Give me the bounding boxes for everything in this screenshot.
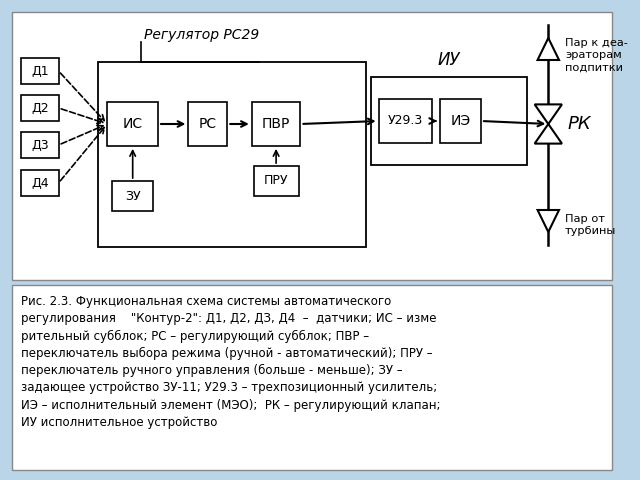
Text: ИУ: ИУ: [438, 51, 460, 69]
Text: Д1: Д1: [31, 64, 49, 77]
Text: РК: РК: [568, 115, 591, 133]
Bar: [22, 95, 58, 121]
Bar: [12, 12, 612, 280]
Bar: [22, 58, 58, 84]
Polygon shape: [538, 210, 559, 232]
Text: ИЭ: ИЭ: [451, 114, 470, 128]
Text: ПРУ: ПРУ: [264, 175, 289, 188]
Bar: [112, 181, 153, 211]
Bar: [252, 102, 301, 146]
Bar: [22, 170, 58, 196]
Polygon shape: [534, 104, 562, 124]
Text: Д2: Д2: [31, 101, 49, 115]
Polygon shape: [538, 38, 559, 60]
Bar: [371, 77, 527, 165]
Text: Д4: Д4: [31, 177, 49, 190]
Bar: [440, 99, 481, 143]
Bar: [253, 166, 298, 196]
Text: Пар от
турбины: Пар от турбины: [565, 214, 616, 237]
Text: Пар к деа-
эраторам
подпитки: Пар к деа- эраторам подпитки: [565, 38, 628, 73]
Text: Д3: Д3: [31, 139, 49, 152]
Bar: [108, 102, 158, 146]
Bar: [188, 102, 227, 146]
Bar: [12, 285, 612, 470]
Text: Регулятор РС29: Регулятор РС29: [145, 28, 260, 42]
Text: Рис. 2.3. Функциональная схема системы автоматического
регулирования    "Контур-: Рис. 2.3. Функциональная схема системы а…: [22, 295, 441, 429]
Bar: [22, 132, 58, 158]
Text: ПВР: ПВР: [262, 117, 291, 131]
Bar: [378, 99, 432, 143]
Bar: [97, 62, 366, 247]
Text: У29.3: У29.3: [388, 115, 423, 128]
Text: РС: РС: [199, 117, 217, 131]
Polygon shape: [534, 124, 562, 144]
Text: ЗУ: ЗУ: [125, 190, 141, 203]
Text: ИС: ИС: [123, 117, 143, 131]
